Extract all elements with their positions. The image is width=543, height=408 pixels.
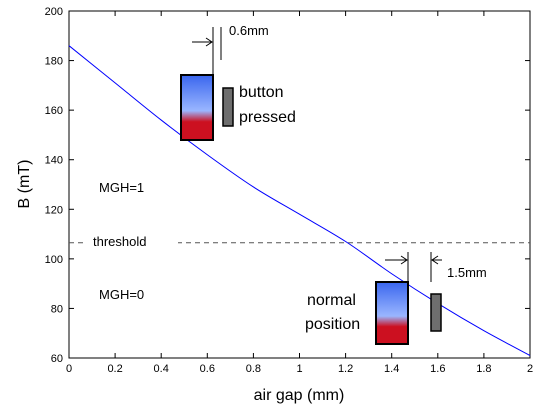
x-axis: 0 0.2 0.4 0.6 0.8 1 1.2 1.4 1.6 1.8 2 — [66, 11, 533, 375]
y-axis: 60 80 100 120 140 160 180 200 — [45, 6, 530, 365]
x-tick-label: 0.8 — [246, 363, 261, 375]
x-tick-label: 1 — [296, 363, 302, 375]
normal-label-line2: position — [305, 316, 360, 333]
y-axis-label: B (mT) — [16, 160, 33, 209]
curve-points — [68, 44, 532, 357]
x-tick-label: 1.4 — [384, 363, 399, 375]
pressed-sensor — [222, 87, 234, 127]
normal-label-bg — [303, 286, 374, 332]
pressed-gap-arrowhead — [205, 37, 213, 47]
y-tick-label: 120 — [45, 204, 63, 216]
x-tick-label: 0.2 — [107, 363, 122, 375]
normal-sensor — [430, 293, 442, 332]
x-tick-label: 2 — [527, 363, 533, 375]
pressed-magnet — [180, 74, 214, 141]
x-tick-label: 0 — [66, 363, 72, 375]
gap-bottom-label: 1.5mm — [447, 265, 487, 280]
y-tick-label: 60 — [51, 353, 63, 365]
threshold-label: threshold — [93, 234, 146, 249]
normal-gap-arrowhead-left — [400, 255, 408, 265]
y-tick-label: 180 — [45, 56, 63, 68]
x-tick-label: 1.6 — [430, 363, 445, 375]
pressed-label-line1: button — [239, 84, 283, 101]
x-tick-label: 1.2 — [338, 363, 353, 375]
normal-magnet — [375, 281, 409, 345]
y-tick-label: 80 — [51, 303, 63, 315]
y-tick-label: 140 — [45, 155, 63, 167]
normal-illustration: 1.5mm normal position — [303, 252, 487, 345]
x-tick-label: 0.6 — [200, 363, 215, 375]
mgh1-label: MGH=1 — [99, 180, 144, 195]
y-tick-label: 160 — [45, 105, 63, 117]
gap-top-label: 0.6mm — [229, 23, 269, 38]
mgh0-label: MGH=0 — [99, 287, 144, 302]
b-curve-series — [68, 45, 531, 356]
x-axis-label: air gap (mm) — [254, 387, 345, 404]
normal-label-line1: normal — [307, 292, 356, 309]
pressed-illustration: 0.6mm button pressed — [180, 23, 296, 141]
x-tick-label: 1.8 — [476, 363, 491, 375]
x-tick-label: 0.4 — [154, 363, 169, 375]
normal-gap-arrowhead-right — [431, 255, 439, 265]
pressed-label-line2: pressed — [239, 109, 296, 126]
y-tick-label: 200 — [45, 6, 63, 18]
y-tick-label: 100 — [45, 254, 63, 266]
threshold-label-bg — [86, 232, 178, 250]
